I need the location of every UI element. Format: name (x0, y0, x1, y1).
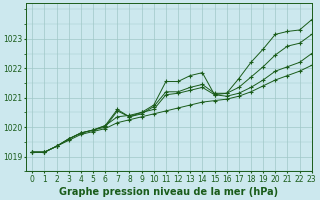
X-axis label: Graphe pression niveau de la mer (hPa): Graphe pression niveau de la mer (hPa) (60, 187, 278, 197)
